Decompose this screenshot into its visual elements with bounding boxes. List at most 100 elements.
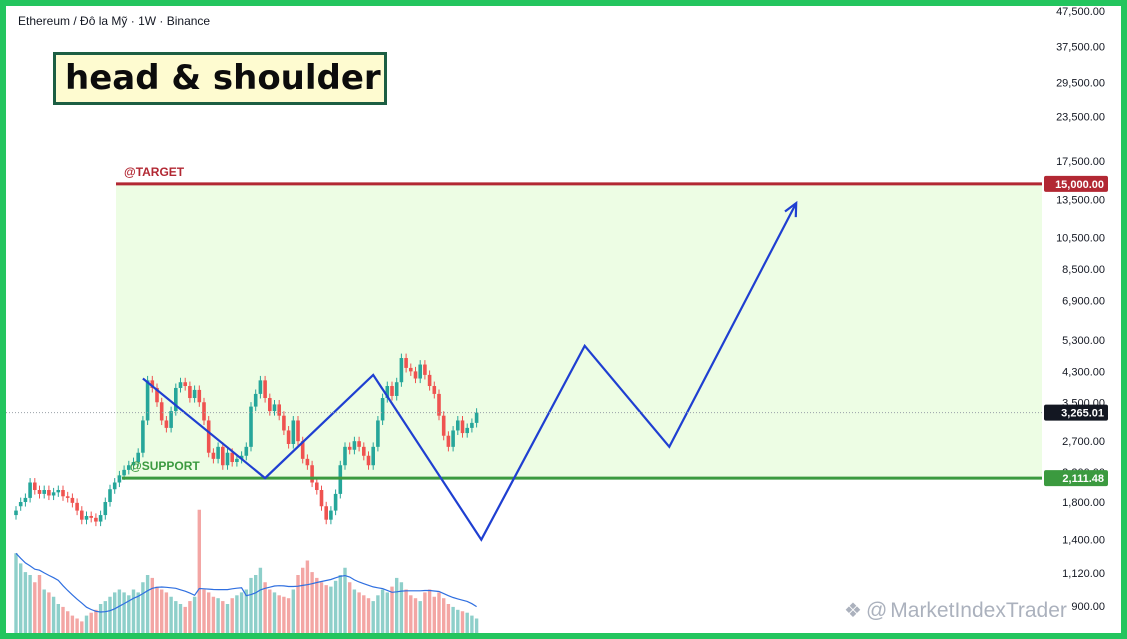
volume-bar [456, 609, 460, 633]
candle-body [70, 497, 75, 503]
volume-bar [357, 592, 361, 633]
candle-body [56, 490, 61, 493]
candle-body [89, 515, 93, 518]
volume-bar [192, 596, 197, 633]
candle-body [98, 515, 103, 522]
candle-body [451, 430, 455, 447]
volume-bar [61, 606, 65, 633]
volume-bar [70, 615, 75, 633]
price-axis-label: 1,120.00 [1062, 568, 1105, 580]
volume-bar [239, 592, 244, 633]
volume-bar [315, 577, 319, 633]
volume-bar [225, 604, 230, 633]
candle-body [239, 455, 244, 459]
price-chart[interactable]: @TARGET @SUPPORT 47,500.00 37,500.00 29,500… [6, 6, 1121, 633]
candle-body [244, 446, 249, 456]
watermark-text: MarketIndexTrader [890, 599, 1067, 622]
candle-body [23, 497, 28, 503]
volume-bar [19, 563, 23, 633]
candle-body [432, 386, 437, 394]
price-axis-label: 8,500.00 [1062, 264, 1105, 276]
candle-body [33, 482, 37, 491]
candle-body [61, 490, 65, 497]
candle-body [183, 382, 187, 387]
candle-body [221, 446, 225, 466]
volume-bar [451, 606, 455, 633]
volume-bar [47, 592, 51, 633]
price-axis-label: 6,900.00 [1062, 295, 1105, 307]
candle-body [343, 446, 347, 466]
volume-bar [66, 611, 70, 633]
volume-bar [291, 589, 295, 633]
candle-body [366, 455, 371, 466]
candle-body [253, 393, 258, 407]
volume-bar [409, 595, 413, 633]
volume-bar [404, 589, 408, 633]
candle-body [362, 446, 366, 456]
volume-bar [164, 592, 169, 633]
diamond-logo-icon: ❖ [844, 600, 862, 622]
candle-body [159, 402, 164, 421]
volume-bar [108, 596, 112, 633]
volume-bar [338, 575, 342, 633]
volume-bar [235, 595, 239, 633]
volume-bar [362, 595, 366, 633]
volume-bar [465, 612, 469, 633]
candle-body [404, 358, 408, 368]
current-price-tag-text: 3,265.01 [1061, 408, 1104, 420]
volume-bar [282, 596, 286, 633]
candle-body [296, 420, 300, 442]
volume-bar [272, 592, 277, 633]
candle-body [338, 465, 343, 494]
volume-bar [202, 589, 206, 633]
watermark: ❖ @ MarketIndexTrader [844, 599, 1067, 622]
exchange-label: Binance [166, 14, 211, 28]
volume-bar [14, 553, 18, 633]
candle-body [347, 446, 352, 450]
volume-bar [470, 615, 474, 633]
candle-body [315, 482, 319, 491]
volume-bar [371, 601, 375, 633]
target-price-tag [1044, 175, 1108, 192]
volume-bar [117, 589, 122, 633]
candle-body [376, 420, 380, 447]
price-axis-label: 37,500.00 [1056, 41, 1105, 53]
volume-bar [155, 586, 159, 633]
candle-body [65, 496, 70, 498]
volume-bar [329, 586, 333, 633]
candle-body [282, 415, 286, 431]
pattern-title: head & shoulder [65, 58, 381, 98]
volume-bar [145, 575, 150, 633]
volume-bar [221, 601, 225, 633]
volume-bar [352, 589, 357, 633]
volume-bar [75, 618, 79, 633]
target-label: @TARGET [124, 165, 185, 179]
candle-body [164, 420, 169, 428]
candle-body [324, 506, 328, 520]
candle-body [80, 510, 84, 520]
volume-bar [423, 592, 427, 633]
symbol-header[interactable]: Ethereum / Đô la Mỹ · 1W · Binance [18, 14, 211, 28]
volume-bar [296, 575, 300, 633]
candle-body [127, 465, 131, 470]
candle-body [225, 452, 230, 466]
volume-bar [376, 595, 380, 633]
volume-bar [207, 592, 211, 633]
volume-bar [103, 601, 107, 633]
candle-body [197, 389, 202, 403]
price-axis-label: 29,500.00 [1056, 77, 1105, 89]
candle-body [423, 364, 427, 375]
candle-body [380, 398, 385, 421]
volume-bar [51, 596, 56, 633]
candle-body [230, 452, 234, 463]
quote-currency: Đô la Mỹ [80, 14, 128, 28]
volume-bar [33, 582, 37, 633]
volume-bar [89, 612, 93, 633]
candle-body [94, 517, 98, 522]
volume-bar [385, 592, 389, 633]
candle-body [305, 458, 310, 466]
volume-bar [380, 589, 385, 633]
volume-bar [84, 615, 89, 633]
volume-bar [131, 589, 136, 633]
candle-body [357, 441, 361, 447]
